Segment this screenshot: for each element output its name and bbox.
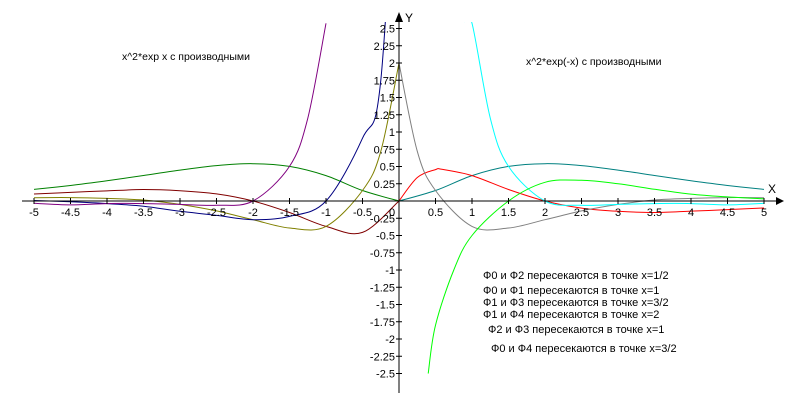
note-4: Ф1 и Ф4 пересекаются в точке х=2: [483, 309, 659, 321]
x-tick-label: -0.5: [353, 207, 372, 219]
y-tick-label: 1: [389, 127, 395, 139]
y-tick-label: 2: [389, 58, 395, 70]
x-tick-label: 4: [688, 207, 694, 219]
y-tick-label: -0.25: [370, 213, 395, 225]
x-tick-label: -4.5: [61, 207, 80, 219]
y-tick-label: -2.25: [370, 351, 395, 363]
y-tick-label: 2.25: [374, 41, 395, 53]
y-tick-label: -1.5: [376, 300, 395, 312]
curve-7: [398, 168, 765, 214]
x-tick-label: -3.5: [134, 207, 153, 219]
note-1: Ф0 и Ф2 пересекаются в точке х=1/2: [483, 270, 669, 282]
curve-1: [33, 163, 400, 202]
note-6: Ф0 и Ф4 пересекаются в точке х=3/2: [491, 343, 677, 355]
x-tick-label: -4: [102, 207, 112, 219]
x-tick-label: -1: [321, 207, 331, 219]
y-tick-label: -1: [385, 265, 395, 277]
curve-5: [33, 23, 327, 206]
curve-3: [33, 62, 400, 231]
y-tick-label: -0.5: [376, 231, 395, 243]
x-tick-labels: -5 -4.5 -4 -3.5 -3 -2.5 -2 -1.5 -1 -0.5 0 0.5 1 1.5 2 2…: [29, 198, 767, 219]
y-tick-label: 1.5: [380, 93, 395, 105]
curve-10: [427, 179, 765, 374]
x-tick-label: 4.5: [720, 207, 735, 219]
x-tick-label: 0: [389, 207, 395, 219]
y-tick-label: 1.75: [374, 75, 395, 87]
y-tick-label: -0.75: [370, 248, 395, 260]
curve-9: [464, 22, 765, 206]
curve-8: [398, 62, 765, 231]
y-tick-labels: 2.5 2.25 2 1.75 1.5 1.25 1 0.75 0.5 0.25 -0.25 -0.5…: [370, 24, 402, 381]
x-tick-label: -2: [248, 207, 258, 219]
y-tick-label: -2.5: [376, 369, 395, 381]
curve-2: [33, 188, 400, 235]
x-tick-label: 1.5: [501, 207, 516, 219]
x-tick-label: 5: [761, 207, 767, 219]
y-tick-label: 0.75: [374, 144, 395, 156]
x-axis-label: X: [768, 182, 776, 196]
x-tick-label: 3: [615, 207, 621, 219]
note-5: Ф2 и Ф3 пересекаются в точке х=1: [488, 324, 664, 336]
y-tick-label: 0.25: [374, 179, 395, 191]
y-axis-label: Y: [405, 11, 413, 25]
y-tick-label: -1.25: [370, 282, 395, 294]
x-tick-label: 3.5: [647, 207, 662, 219]
y-tick-label: 0.5: [380, 162, 395, 174]
note-2: Ф0 и Ф1 пересекаются в точке х=1: [483, 285, 659, 297]
x-tick-label: 2.5: [574, 207, 589, 219]
y-tick-label: 2.5: [380, 24, 395, 36]
left-caption: x^2*exp x с производными: [122, 51, 250, 63]
x-tick-label: -1.5: [280, 207, 299, 219]
curve-4: [33, 22, 386, 221]
y-tick-label: -1.75: [370, 317, 395, 329]
y-tick-label: 1.25: [374, 110, 395, 122]
x-tick-label: -5: [29, 207, 39, 219]
x-tick-label: -3: [175, 207, 185, 219]
x-tick-label: 0.5: [428, 207, 443, 219]
y-tick-label: -2: [385, 334, 395, 346]
axes-layer: X Y: [22, 11, 784, 393]
x-tick-label: 1: [469, 207, 475, 219]
y-axis-arrow-icon: [395, 12, 403, 22]
right-caption: x^2*exp(-x) с производными: [526, 56, 662, 68]
x-tick-label: 2: [542, 207, 548, 219]
intersection-notes: Ф0 и Ф2 пересекаются в точке х=1/2 Ф0 и …: [483, 270, 677, 355]
x-axis-arrow-icon: [776, 197, 784, 205]
curve-6: [398, 163, 765, 202]
note-3: Ф1 и Ф3 пересекаются в точке х=3/2: [483, 297, 669, 309]
x-tick-label: -2.5: [207, 207, 226, 219]
